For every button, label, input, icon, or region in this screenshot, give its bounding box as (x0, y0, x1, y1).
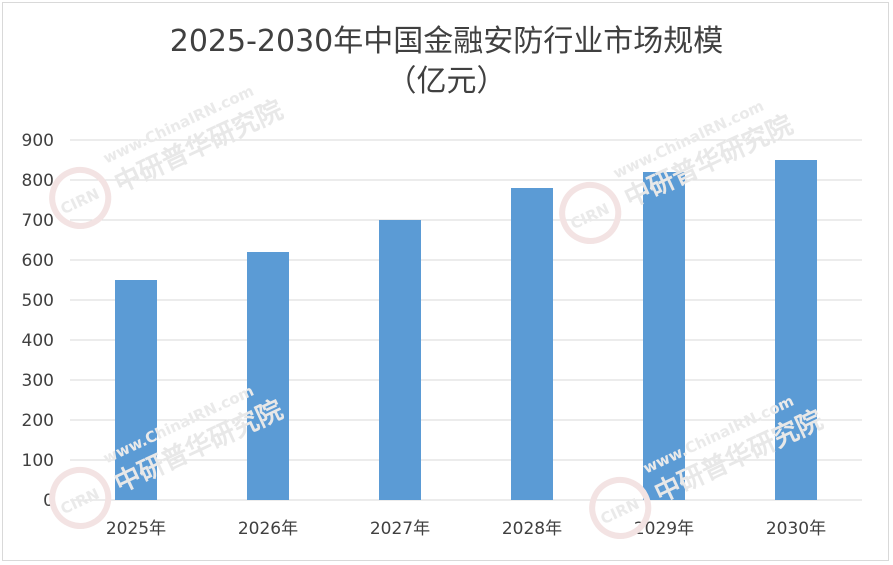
y-tick-label: 0 (43, 491, 54, 511)
gridlines (70, 139, 862, 501)
bars (115, 160, 817, 500)
y-tick-label: 100 (22, 451, 54, 471)
chart-subtitle: （亿元） (386, 64, 507, 99)
bar (775, 160, 817, 500)
x-tick-label: 2030年 (766, 519, 826, 539)
x-tick-label: 2029年 (634, 519, 694, 539)
y-tick-label: 400 (22, 331, 54, 351)
bar (643, 172, 685, 500)
y-tick-label: 800 (22, 171, 54, 191)
bar (247, 252, 289, 500)
x-tick-label: 2027年 (370, 519, 430, 539)
x-tick-label: 2026年 (238, 519, 298, 539)
x-tick-label: 2025年 (106, 519, 166, 539)
y-tick-label: 900 (22, 131, 54, 151)
chart-title: 2025-2030年中国金融安防行业市场规模 (169, 24, 724, 59)
y-tick-label: 600 (22, 251, 54, 271)
y-tick-label: 500 (22, 291, 54, 311)
y-tick-label: 700 (22, 211, 54, 231)
x-axis-ticks: 2025年 2026年 2027年 2028年 2029年 2030年 (106, 519, 826, 539)
y-axis-ticks: 0 100 200 300 400 500 600 700 800 900 (22, 131, 54, 511)
x-tick-label: 2028年 (502, 519, 562, 539)
bar (115, 280, 157, 500)
y-tick-label: 200 (22, 411, 54, 431)
bar (379, 220, 421, 500)
bar (511, 188, 553, 500)
y-tick-label: 300 (22, 371, 54, 391)
